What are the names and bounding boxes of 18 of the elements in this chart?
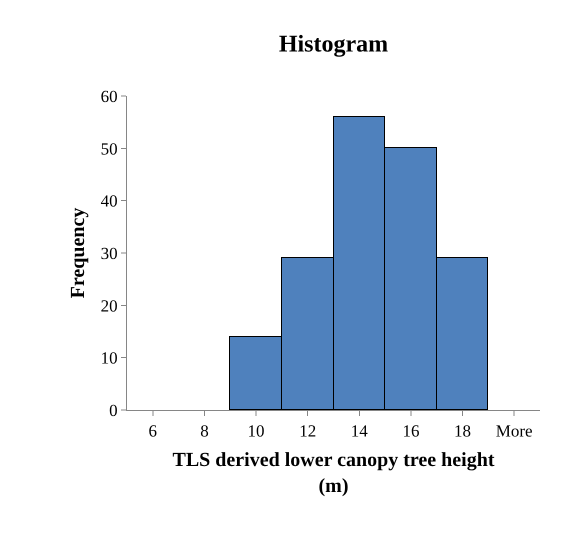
x-tick-label: 12	[299, 421, 316, 440]
x-tick-label: 8	[200, 421, 209, 440]
y-tick-label: 40	[100, 192, 118, 211]
y-tick-label: 0	[109, 400, 118, 420]
x-axis-title: TLS derived lower canopy tree height (m)	[172, 448, 495, 497]
y-axis-title: Frequency	[67, 208, 90, 298]
x-tick-label: 6	[148, 421, 158, 440]
x-tick-label: More	[496, 421, 533, 440]
y-tick-label: 10	[100, 348, 118, 368]
y-tick-label: 60	[100, 86, 118, 106]
y-tick-label: 20	[100, 296, 118, 316]
x-tick-label: 14	[350, 421, 368, 440]
x-tick-label: 18	[454, 421, 472, 440]
x-tick-label: 16	[402, 421, 420, 440]
chart-title: Histogram	[278, 31, 388, 58]
x-tick-label: 10	[248, 421, 265, 440]
y-tick-label: 50	[100, 139, 118, 158]
y-tick-label: 30	[100, 244, 118, 263]
